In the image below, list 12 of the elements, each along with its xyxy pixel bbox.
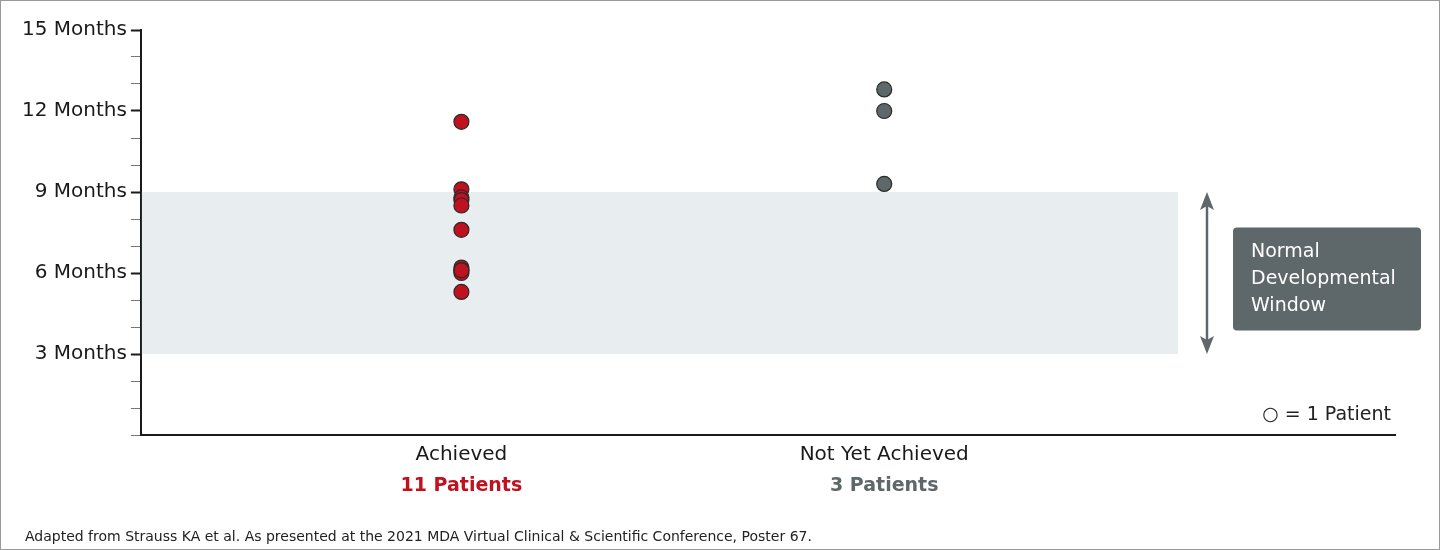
- y-tick-label: 12 Months: [21, 97, 127, 122]
- x-tick-label: Achieved: [415, 441, 508, 466]
- text: ○ = 1 Patient: [1262, 401, 1391, 424]
- y-tick-label: 9 Months: [34, 178, 127, 203]
- text: 11 Patients: [400, 472, 523, 495]
- text: Adapted from Strauss KA et al. As presented at the 2021 MDA Virtual Clinical & Scientific Conference, Poster 67.: [25, 527, 812, 544]
- y-tick-label: 6 Months: [34, 259, 127, 284]
- text: 3 Patients: [829, 472, 939, 495]
- y-tick-label: 3 Months: [34, 340, 127, 365]
- band-label: Normal Developmental Window: [1251, 238, 1396, 315]
- x-tick-label: Not Yet Achieved: [799, 441, 969, 466]
- y-tick-label: 15 Months: [21, 16, 127, 41]
